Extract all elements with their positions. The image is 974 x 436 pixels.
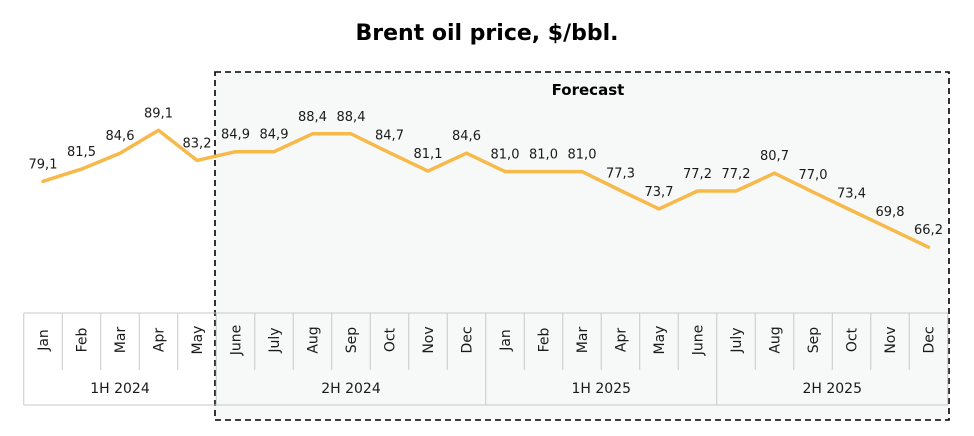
data-label: 77,0 [799, 168, 828, 183]
data-label: 81,5 [67, 145, 96, 160]
group-label: 1H 2025 [571, 381, 631, 397]
data-label: 84,9 [221, 128, 250, 143]
category-label: Dec [922, 326, 938, 353]
group-label: 2H 2025 [802, 381, 862, 397]
category-axis: 1H 2024 2H 2024 1H 2025 2H 2025 Jan Feb Mar Apr… [23, 312, 949, 406]
category-label: Mar [113, 327, 129, 354]
data-label: 79,1 [29, 157, 58, 172]
category-label: Mar [575, 327, 591, 354]
category-label: Sep [806, 327, 822, 354]
category-label: Oct [383, 327, 399, 352]
data-label: 84,9 [260, 128, 289, 143]
category-label: Aug [306, 326, 322, 353]
category-label: May [652, 326, 668, 355]
data-label: 73,4 [837, 186, 866, 201]
data-label: 81,0 [568, 148, 597, 163]
data-label: 88,4 [298, 110, 327, 125]
category-label: July [267, 327, 283, 353]
data-label: 77,2 [722, 167, 751, 182]
data-label: 80,7 [760, 149, 789, 164]
category-label: Sep [344, 327, 360, 354]
category-label: Feb [75, 327, 91, 352]
category-label: Nov [883, 326, 899, 353]
category-label: July [729, 327, 745, 353]
category-label: Apr [152, 328, 168, 352]
data-label: 88,4 [337, 110, 366, 125]
category-label: Nov [421, 326, 437, 353]
category-label: Apr [614, 328, 630, 352]
category-label: Oct [845, 327, 861, 352]
data-labels: 79,1 81,5 84,6 89,1 83,2 84,9 84,9 88,4 88,4 84,7… [29, 106, 943, 238]
series-line-layer [41, 128, 931, 249]
category-label: June [229, 325, 245, 357]
data-label: 89,1 [144, 106, 173, 121]
data-label: 77,2 [683, 167, 712, 182]
forecast-region [214, 71, 950, 421]
group-label: 2H 2024 [321, 381, 381, 397]
data-label: 81,0 [491, 148, 520, 163]
data-label: 69,8 [876, 205, 905, 220]
data-label: 77,3 [606, 167, 635, 182]
data-label: 66,2 [914, 223, 943, 238]
category-label: Jan [36, 329, 52, 352]
forecast-label: Forecast [552, 81, 625, 99]
category-label: Dec [460, 326, 476, 353]
data-label: 81,1 [414, 147, 443, 162]
category-label: Feb [537, 327, 553, 352]
category-label: Jan [498, 329, 514, 352]
data-label: 73,7 [645, 185, 674, 200]
data-label: 81,0 [529, 148, 558, 163]
data-label: 83,2 [183, 136, 212, 151]
data-label: 84,6 [106, 129, 135, 144]
group-label: 1H 2024 [90, 381, 150, 397]
data-label: 84,7 [375, 129, 404, 144]
category-label: June [691, 325, 707, 357]
category-label: May [190, 326, 206, 355]
data-label: 84,6 [452, 129, 481, 144]
series-line [41, 128, 931, 249]
category-label: Aug [768, 326, 784, 353]
chart-title: Brent oil price, $/bbl. [355, 21, 618, 46]
